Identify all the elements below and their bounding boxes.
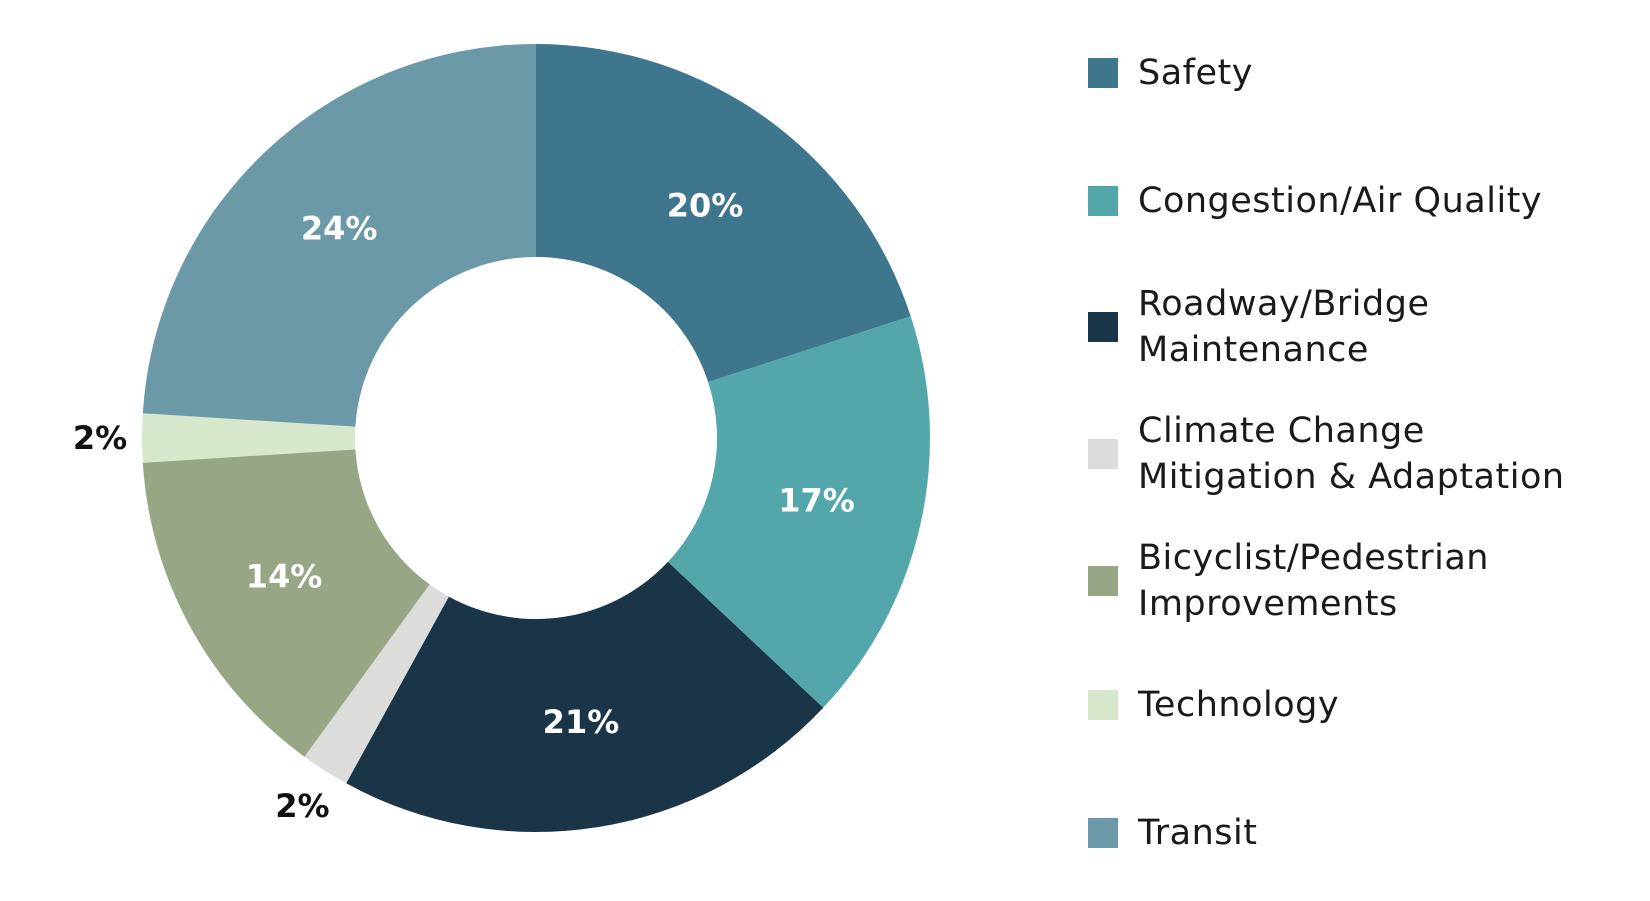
legend-swatch-climate-change — [1088, 439, 1118, 469]
legend-item-climate-change: Climate Change Mitigation & Adaptation — [1088, 408, 1565, 500]
donut-slices — [142, 44, 930, 832]
legend-label-bicyclist-pedestrian: Bicyclist/Pedestrian Improvements — [1138, 538, 1489, 624]
slice-label-safety: 20% — [667, 186, 744, 224]
legend-item-safety: Safety — [1088, 50, 1253, 96]
slice-technology — [142, 413, 356, 463]
slice-transit — [142, 44, 536, 427]
legend-label-technology: Technology — [1138, 685, 1340, 725]
legend-swatch-congestion-air-quality — [1088, 186, 1118, 216]
legend-item-transit: Transit — [1088, 810, 1257, 856]
legend-item-technology: Technology — [1088, 682, 1339, 728]
legend-item-bicyclist-pedestrian: Bicyclist/Pedestrian Improvements — [1088, 535, 1489, 627]
slice-climate-change-mitigation-adaptation — [304, 584, 449, 784]
legend-label-transit: Transit — [1138, 813, 1258, 853]
legend-swatch-technology — [1088, 690, 1118, 720]
legend-swatch-bicyclist-pedestrian — [1088, 566, 1118, 596]
legend-swatch-safety — [1088, 58, 1118, 88]
slice-label-technology: 2% — [73, 419, 127, 457]
slice-labels: 20% 17% 21% 2% 14% 2% 24% — [73, 186, 855, 825]
legend-item-congestion-air-quality: Congestion/Air Quality — [1088, 178, 1542, 224]
slice-label-congestion-air-quality: 17% — [778, 482, 855, 520]
slice-bicyclist-pedestrian-improvements — [142, 449, 430, 757]
slice-label-climate-change-mitigation-adaptation: 2% — [275, 787, 329, 825]
legend-label-congestion-air-quality: Congestion/Air Quality — [1138, 181, 1543, 221]
slice-label-roadway-bridge-maintenance: 21% — [543, 703, 620, 741]
legend-label-climate-change: Climate Change Mitigation & Adaptation — [1138, 411, 1565, 497]
legend-swatch-roadway-bridge-maintenance — [1088, 312, 1118, 342]
slice-label-transit: 24% — [301, 209, 378, 247]
legend-swatch-transit — [1088, 818, 1118, 848]
slice-label-bicyclist-pedestrian-improvements: 14% — [246, 558, 323, 596]
slice-safety — [536, 44, 911, 383]
slice-congestion-air-quality — [667, 316, 930, 708]
legend-label-roadway-bridge-maintenance: Roadway/Bridge Maintenance — [1138, 284, 1430, 370]
legend-label-safety: Safety — [1138, 53, 1253, 93]
legend-item-roadway-bridge-maintenance: Roadway/Bridge Maintenance — [1088, 281, 1430, 373]
slice-roadway-bridge-maintenance — [346, 561, 824, 832]
